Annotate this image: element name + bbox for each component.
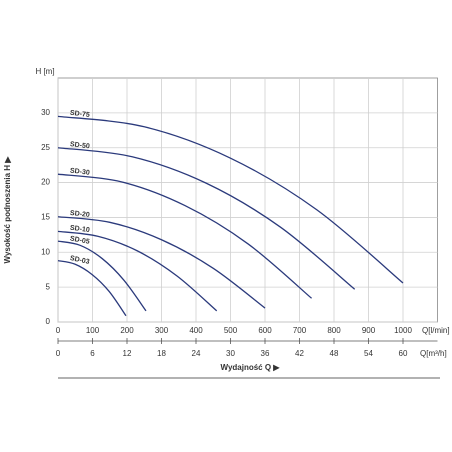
x2-tick-label: 18: [157, 349, 166, 358]
x2-tick-label: 24: [192, 349, 201, 358]
x2-tick-label: 30: [226, 349, 235, 358]
y-tick-label: 0: [46, 317, 51, 326]
x-tick-label: 300: [155, 326, 169, 335]
x2-tick-label: 0: [56, 349, 61, 358]
x-tick-label: 400: [189, 326, 203, 335]
x2-tick-label: 48: [330, 349, 339, 358]
series-label: SD-10: [70, 225, 91, 234]
x-tick-label: 900: [362, 326, 376, 335]
x-tick-label: 1000: [394, 326, 412, 335]
x-tick-label: 800: [327, 326, 341, 335]
series-label: SD-50: [70, 141, 91, 150]
x-tick-label: 100: [86, 326, 100, 335]
x2-tick-label: 6: [90, 349, 95, 358]
y-tick-label: 20: [41, 178, 50, 187]
x-tick-label: 200: [120, 326, 134, 335]
x-tick-label: 500: [224, 326, 238, 335]
x-tick-label: 600: [258, 326, 272, 335]
plot-frame: [57, 77, 438, 323]
y-label: Wysokość podnoszenia H ▶: [3, 156, 12, 264]
curve: [57, 173, 312, 299]
series-label: SD-75: [70, 110, 91, 119]
x2-tick-label: 42: [295, 349, 304, 358]
x2-unit: Q[m³/h]: [420, 349, 447, 358]
x2-tick-label: 60: [399, 349, 408, 358]
x2-tick-label: 36: [261, 349, 270, 358]
x2-tick-label: 12: [123, 349, 132, 358]
curve: [57, 115, 404, 284]
y-tick-label: 15: [41, 213, 50, 222]
curve: [57, 147, 356, 290]
x-label: Wydajność Q ▶: [221, 363, 281, 372]
x-tick-label: 0: [56, 326, 61, 335]
curve: [57, 240, 147, 312]
y-tick-label: 10: [41, 247, 50, 256]
curve: [57, 260, 127, 317]
x-tick-label: 700: [293, 326, 307, 335]
x-unit: Q[l/min]: [422, 326, 450, 335]
y-unit: H [m]: [35, 67, 54, 76]
y-tick-label: 5: [46, 282, 51, 291]
y-tick-label: 25: [41, 143, 50, 152]
series-label: SD-05: [69, 235, 90, 246]
x2-tick-label: 54: [364, 349, 373, 358]
series-label: SD-20: [70, 210, 91, 219]
curve: [57, 216, 266, 309]
curve: [57, 230, 218, 312]
series-label: SD-30: [70, 168, 91, 177]
y-tick-label: 30: [41, 108, 50, 117]
series-label: SD-03: [69, 255, 90, 266]
